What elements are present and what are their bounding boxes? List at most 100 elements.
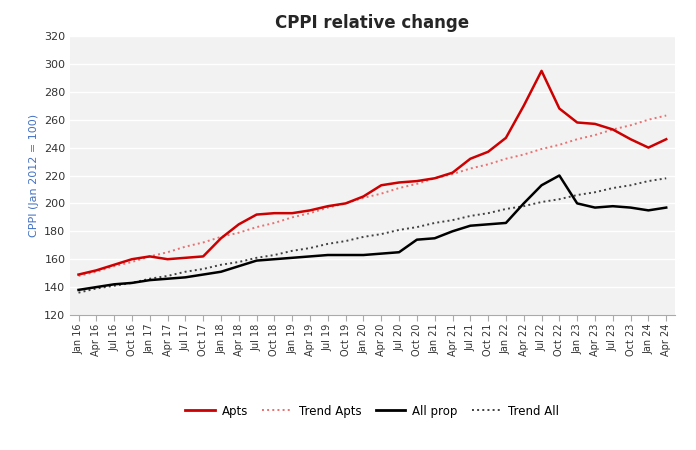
Line: Apts: Apts <box>79 71 666 274</box>
Title: CPPI relative change: CPPI relative change <box>276 14 469 32</box>
Y-axis label: CPPI (Jan 2012 = 100): CPPI (Jan 2012 = 100) <box>29 114 38 237</box>
All prop <box>199 272 207 277</box>
Trend All <box>359 234 367 239</box>
Trend All <box>591 189 599 195</box>
All prop <box>555 173 564 178</box>
Apts <box>235 222 243 227</box>
All prop <box>235 264 243 269</box>
Trend All <box>217 262 226 267</box>
Trend Apts <box>324 205 332 210</box>
Trend Apts <box>270 220 278 225</box>
All prop <box>537 183 546 188</box>
Trend Apts <box>448 171 457 177</box>
Trend All <box>519 203 528 209</box>
Trend Apts <box>519 152 528 158</box>
Trend All <box>342 238 350 244</box>
All prop <box>181 274 189 280</box>
Apts <box>413 178 421 184</box>
All prop <box>288 255 296 261</box>
Trend All <box>145 276 154 281</box>
Trend All <box>395 227 403 233</box>
Trend All <box>110 283 118 288</box>
All prop <box>413 237 421 243</box>
Apts <box>181 255 189 261</box>
Apts <box>92 268 100 273</box>
All prop <box>395 249 403 255</box>
All prop <box>377 251 386 256</box>
Trend All <box>270 252 278 258</box>
All prop <box>448 229 457 234</box>
Trend Apts <box>573 136 581 142</box>
Trend All <box>662 176 670 181</box>
All prop <box>644 208 653 213</box>
Trend All <box>413 225 421 230</box>
Line: Trend Apts: Trend Apts <box>79 116 666 276</box>
Trend All <box>502 206 510 211</box>
All prop <box>306 254 314 259</box>
Apts <box>110 262 118 267</box>
Apts <box>484 149 492 154</box>
Apts <box>288 211 296 216</box>
Apts <box>448 170 457 176</box>
Apts <box>573 120 581 125</box>
Apts <box>555 106 564 111</box>
All prop <box>608 203 617 209</box>
Trend All <box>466 213 475 219</box>
Trend Apts <box>413 181 421 187</box>
Trend Apts <box>217 234 226 239</box>
Trend All <box>448 217 457 223</box>
All prop <box>342 252 350 258</box>
All prop <box>164 276 172 281</box>
Apts <box>74 272 83 277</box>
Trend Apts <box>591 132 599 138</box>
Trend Apts <box>608 127 617 132</box>
Apts <box>502 135 510 140</box>
Legend: Apts, Trend Apts, All prop, Trend All: Apts, Trend Apts, All prop, Trend All <box>185 405 560 418</box>
Trend All <box>573 192 581 198</box>
Line: Trend All: Trend All <box>79 178 666 292</box>
Trend Apts <box>145 254 154 259</box>
All prop <box>519 201 528 206</box>
Trend All <box>306 245 314 251</box>
All prop <box>253 258 261 263</box>
Trend All <box>253 255 261 261</box>
Apts <box>359 194 367 199</box>
Trend Apts <box>466 166 475 171</box>
Apts <box>608 127 617 132</box>
Trend Apts <box>181 244 189 249</box>
Apts <box>145 254 154 259</box>
Apts <box>591 121 599 126</box>
Trend All <box>324 241 332 247</box>
Trend All <box>235 259 243 265</box>
Trend Apts <box>110 264 118 269</box>
All prop <box>92 284 100 290</box>
Trend Apts <box>431 176 439 181</box>
Apts <box>217 236 226 241</box>
Apts <box>342 201 350 206</box>
All prop <box>626 205 635 210</box>
Trend All <box>181 269 189 274</box>
Trend All <box>484 211 492 216</box>
Trend Apts <box>377 191 386 196</box>
Trend Apts <box>626 122 635 128</box>
Trend All <box>128 280 136 286</box>
Trend Apts <box>199 240 207 245</box>
Apts <box>395 180 403 185</box>
Trend Apts <box>342 201 350 206</box>
Trend All <box>74 290 83 295</box>
Trend All <box>288 248 296 253</box>
All prop <box>128 280 136 286</box>
Trend All <box>555 197 564 202</box>
Trend Apts <box>662 113 670 118</box>
Trend Apts <box>253 225 261 230</box>
Trend All <box>199 266 207 272</box>
Apts <box>270 211 278 216</box>
Apts <box>519 103 528 108</box>
Trend All <box>626 183 635 188</box>
All prop <box>484 222 492 227</box>
All prop <box>217 269 226 274</box>
Trend Apts <box>164 249 172 255</box>
Apts <box>253 212 261 217</box>
Trend Apts <box>288 215 296 220</box>
Apts <box>626 136 635 142</box>
